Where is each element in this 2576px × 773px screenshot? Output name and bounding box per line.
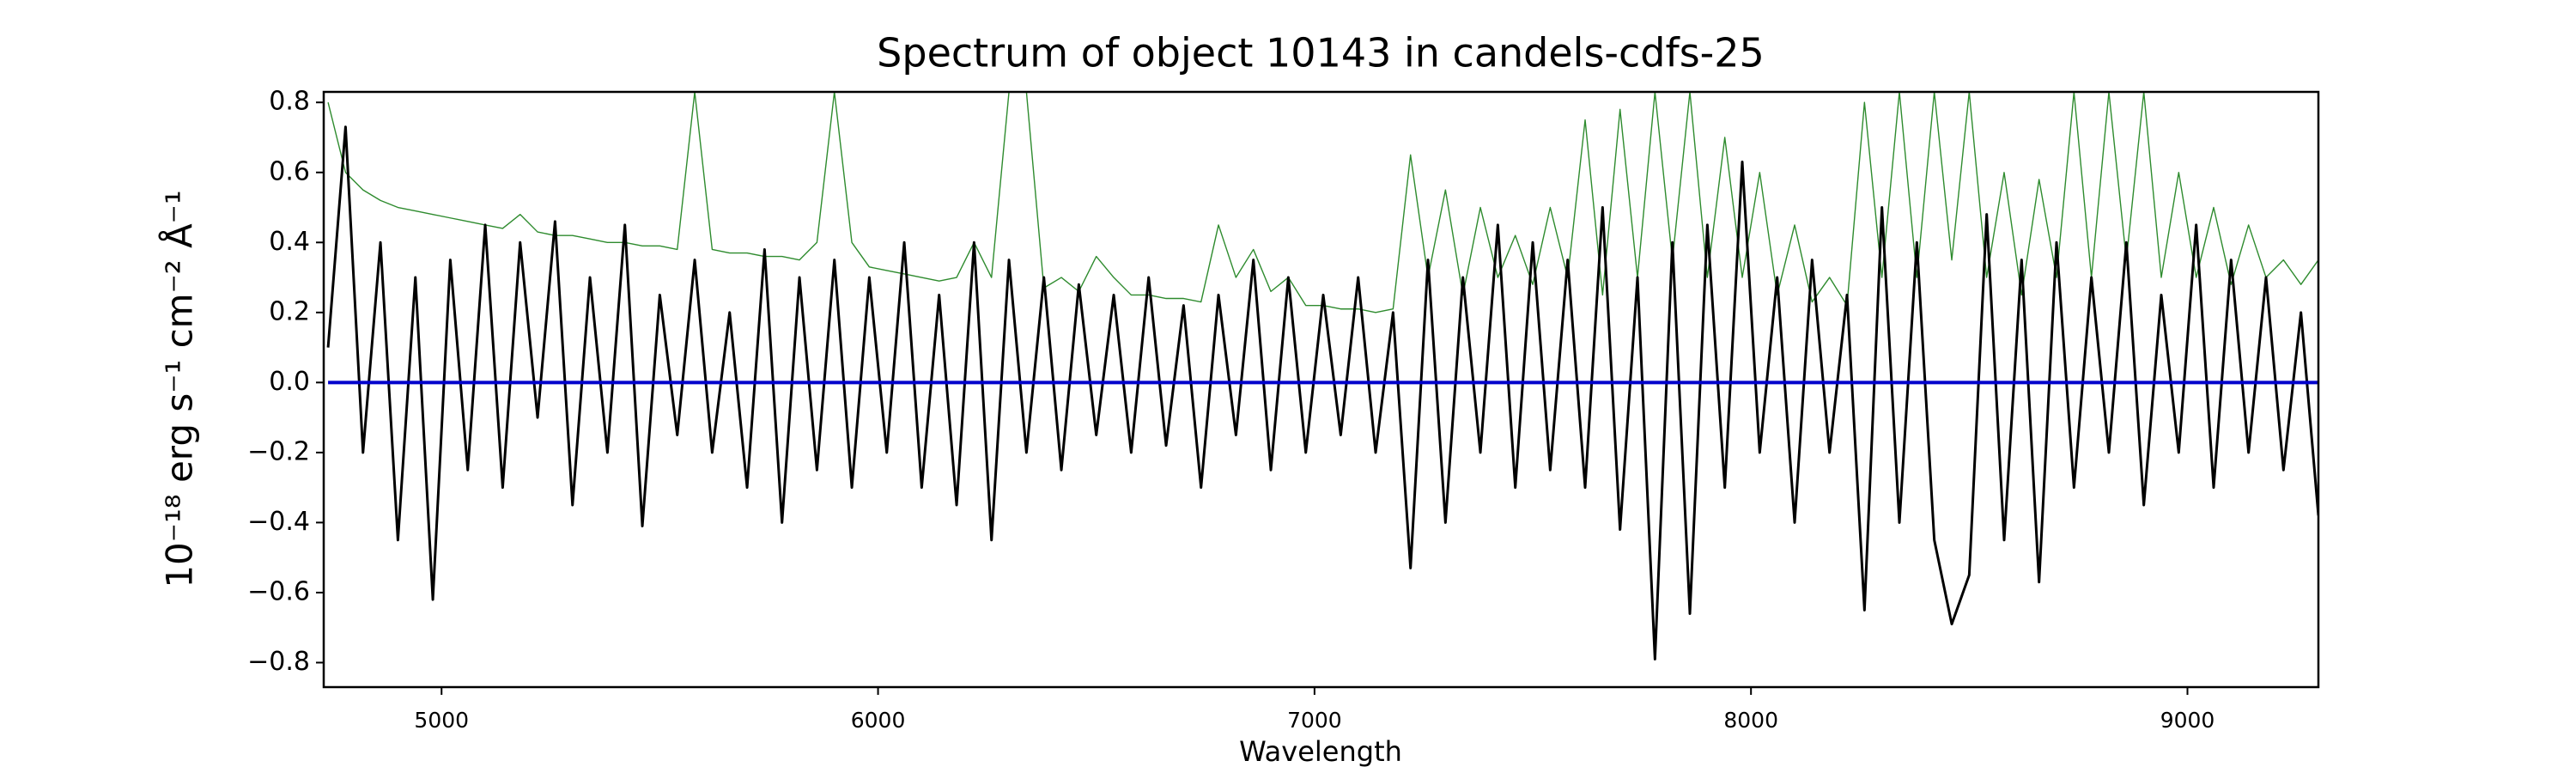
x-tick-label: 8000 (1723, 708, 1778, 733)
y-axis-label: 10⁻¹⁸ erg s⁻¹ cm⁻² Å⁻¹ (158, 190, 201, 587)
x-tick-label: 7000 (1287, 708, 1342, 733)
y-tick-label: 0.0 (269, 367, 310, 397)
x-axis-label: Wavelength (1239, 735, 1402, 768)
x-tick-label: 6000 (851, 708, 906, 733)
chart-title: Spectrum of object 10143 in candels-cdfs… (877, 30, 1765, 76)
y-tick-label: −0.8 (247, 647, 310, 677)
x-tick-label: 5000 (414, 708, 469, 733)
y-tick-label: −0.4 (247, 507, 310, 537)
y-tick-label: −0.2 (247, 436, 310, 466)
y-tick-label: 0.2 (269, 296, 310, 326)
x-tick-label: 9000 (2160, 708, 2215, 733)
plot-area (326, 92, 2318, 660)
y-tick-label: 0.4 (269, 227, 310, 257)
plot-frame (322, 90, 2320, 689)
spectrum-line (326, 125, 2318, 660)
y-tick-label: 0.8 (269, 87, 310, 117)
y-tick-label: −0.6 (247, 576, 310, 606)
y-tick-label: 0.6 (269, 156, 310, 186)
